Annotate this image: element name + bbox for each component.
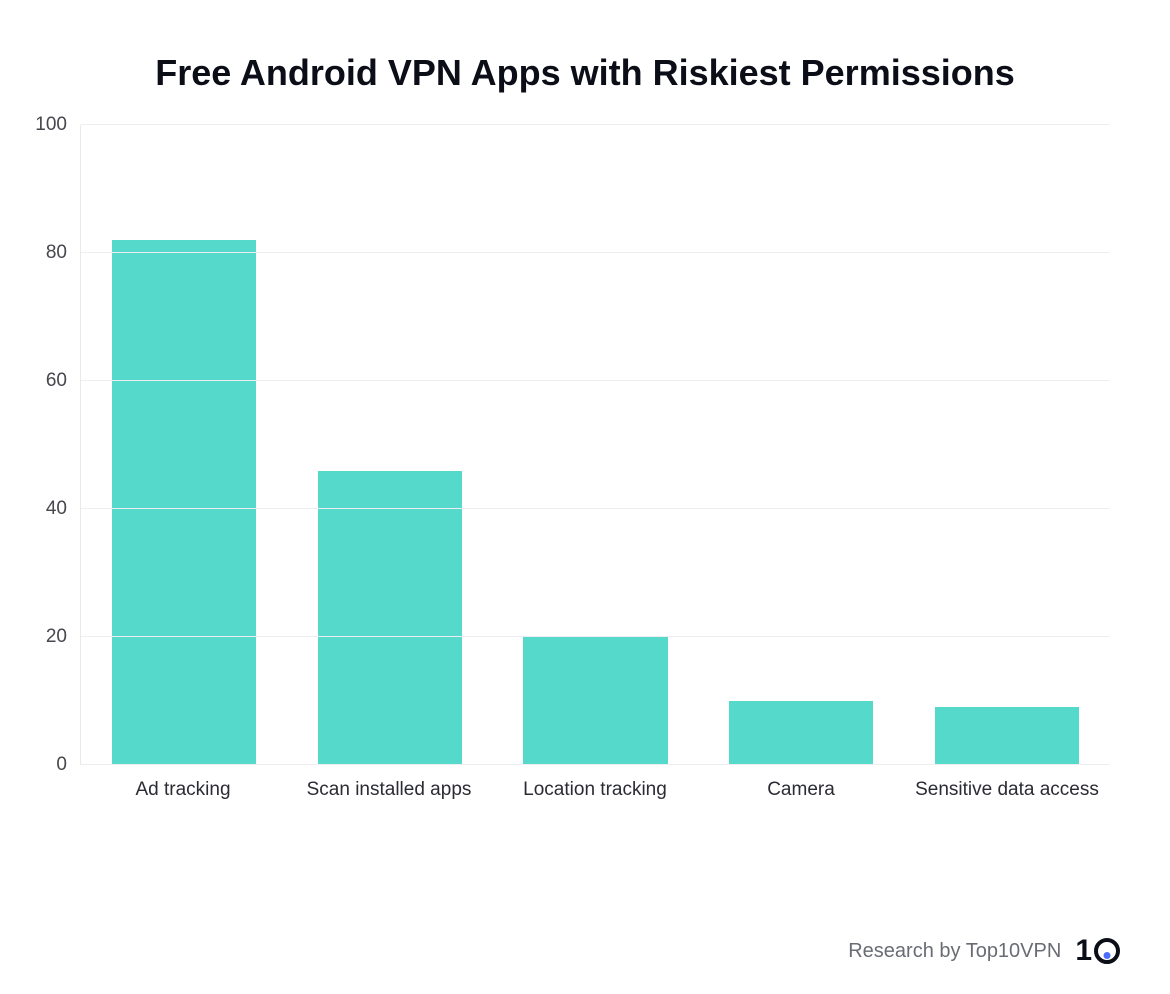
gridline: [81, 508, 1110, 509]
bar: [523, 637, 667, 765]
y-tick-label: 100: [35, 114, 81, 136]
bar-slot: [904, 125, 1110, 765]
y-tick-label: 80: [46, 242, 81, 264]
x-tick-label: Camera: [698, 779, 904, 801]
gridline: [81, 636, 1110, 637]
bar-slot: [493, 125, 699, 765]
y-tick-label: 60: [46, 370, 81, 392]
y-tick-label: 0: [56, 754, 81, 776]
x-tick-label: Scan installed apps: [286, 779, 492, 801]
chart-title: Free Android VPN Apps with Riskiest Perm…: [135, 50, 1035, 95]
plot-region: 020406080100: [80, 125, 1110, 765]
gridline: [81, 764, 1110, 765]
chart-card: Free Android VPN Apps with Riskiest Perm…: [0, 0, 1170, 994]
y-tick-label: 20: [46, 626, 81, 648]
bar: [112, 240, 256, 765]
logo-digit-one: 1: [1075, 936, 1092, 966]
bar: [935, 707, 1079, 765]
bar: [318, 471, 462, 765]
gridline: [81, 380, 1110, 381]
y-tick-label: 40: [46, 498, 81, 520]
chart-area: 020406080100 Ad trackingScan installed a…: [80, 125, 1110, 801]
x-tick-label: Sensitive data access: [904, 779, 1110, 801]
bars-container: [81, 125, 1110, 765]
bar: [729, 701, 873, 765]
attribution-footer: Research by Top10VPN 1: [848, 936, 1120, 966]
bar-slot: [287, 125, 493, 765]
x-tick-label: Location tracking: [492, 779, 698, 801]
logo-letter-o: [1094, 938, 1120, 964]
logo-dot-icon: [1104, 952, 1111, 959]
gridline: [81, 252, 1110, 253]
x-axis-labels: Ad trackingScan installed appsLocation t…: [80, 779, 1110, 801]
bar-slot: [81, 125, 287, 765]
bar-slot: [698, 125, 904, 765]
gridline: [81, 124, 1110, 125]
x-tick-label: Ad tracking: [80, 779, 286, 801]
attribution-text: Research by Top10VPN: [848, 940, 1061, 963]
top10vpn-logo: 1: [1075, 936, 1120, 966]
